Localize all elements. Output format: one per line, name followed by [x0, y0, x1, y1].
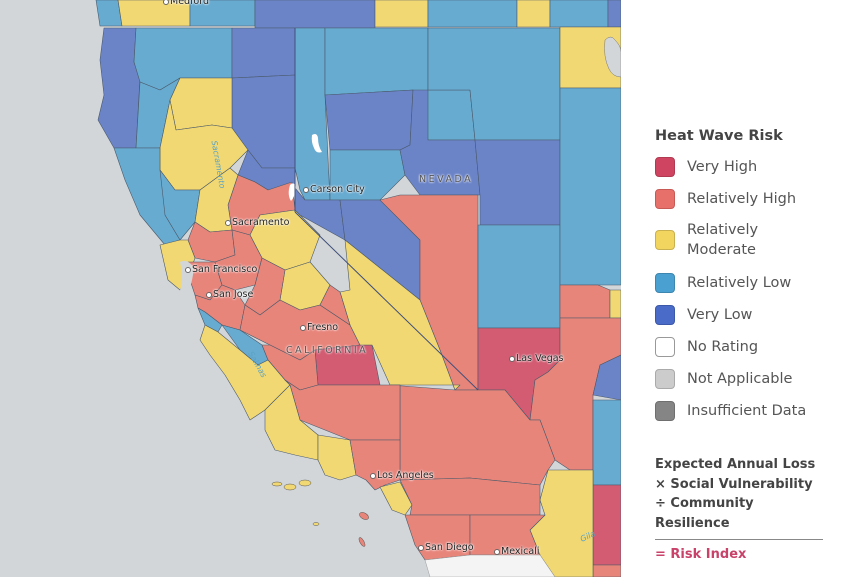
state-label-nevada: NEVADA: [419, 174, 474, 185]
city-dot-icon: [494, 548, 500, 555]
heat-wave-risk-map[interactable]: Medford Carson City Sacramento San Franc…: [0, 0, 621, 577]
legend-item-very-high: Very High: [655, 156, 830, 178]
city-dot-icon: [509, 355, 515, 362]
formula-divider: [655, 539, 823, 540]
city-dot-icon: [300, 324, 306, 331]
city-label-sacramento: Sacramento: [225, 217, 289, 228]
city-dot-icon: [206, 291, 212, 298]
swatch-no-rating-icon: [655, 337, 675, 357]
legend-item-relatively-moderate: Relatively Moderate: [655, 220, 830, 260]
city-label-san-francisco: San Francisco: [185, 264, 257, 275]
swatch-relatively-low-icon: [655, 273, 675, 293]
formula-social-vulnerability: × Social Vulnerability: [655, 476, 813, 492]
swatch-very-high-icon: [655, 157, 675, 177]
swatch-insufficient-data-icon: [655, 401, 675, 421]
city-dot-icon: [418, 544, 424, 551]
risk-formula: Expected Annual Loss × Social Vulnerabil…: [655, 455, 823, 565]
legend-item-no-rating: No Rating: [655, 336, 830, 358]
city-dot-icon: [225, 219, 231, 226]
city-label-medford: Medford: [163, 0, 209, 7]
formula-risk-index: = Risk Index: [655, 547, 747, 562]
city-label-mexicali: Mexicali: [494, 546, 539, 557]
legend-item-relatively-low: Relatively Low: [655, 272, 830, 294]
city-dot-icon: [370, 472, 376, 479]
city-label-san-jose: San Jose: [206, 289, 253, 300]
city-label-carson-city: Carson City: [303, 184, 365, 195]
swatch-very-low-icon: [655, 305, 675, 325]
city-label-san-diego: San Diego: [418, 542, 474, 553]
city-label-fresno: Fresno: [300, 322, 338, 333]
swatch-relatively-moderate-icon: [655, 230, 675, 250]
formula-community-resilience: ÷ Community Resilience: [655, 496, 754, 531]
city-dot-icon: [185, 266, 191, 273]
legend-item-not-applicable: Not Applicable: [655, 368, 830, 390]
swatch-not-applicable-icon: [655, 369, 675, 389]
city-label-los-angeles: Los Angeles: [370, 470, 434, 481]
city-dot-icon: [163, 0, 169, 5]
formula-expected-annual-loss: Expected Annual Loss: [655, 457, 816, 472]
city-label-las-vegas: Las Vegas: [509, 353, 564, 364]
legend-title: Heat Wave Risk: [655, 128, 783, 144]
legend-item-relatively-high: Relatively High: [655, 188, 830, 210]
county-choropleth[interactable]: [0, 0, 621, 577]
legend-item-insufficient-data: Insufficient Data: [655, 400, 830, 422]
swatch-relatively-high-icon: [655, 189, 675, 209]
legend-item-very-low: Very Low: [655, 304, 830, 326]
legend-panel: Heat Wave Risk Very High Relatively High…: [655, 128, 830, 432]
state-label-california: CALIFORNIA: [286, 345, 369, 356]
city-dot-icon: [303, 186, 309, 193]
